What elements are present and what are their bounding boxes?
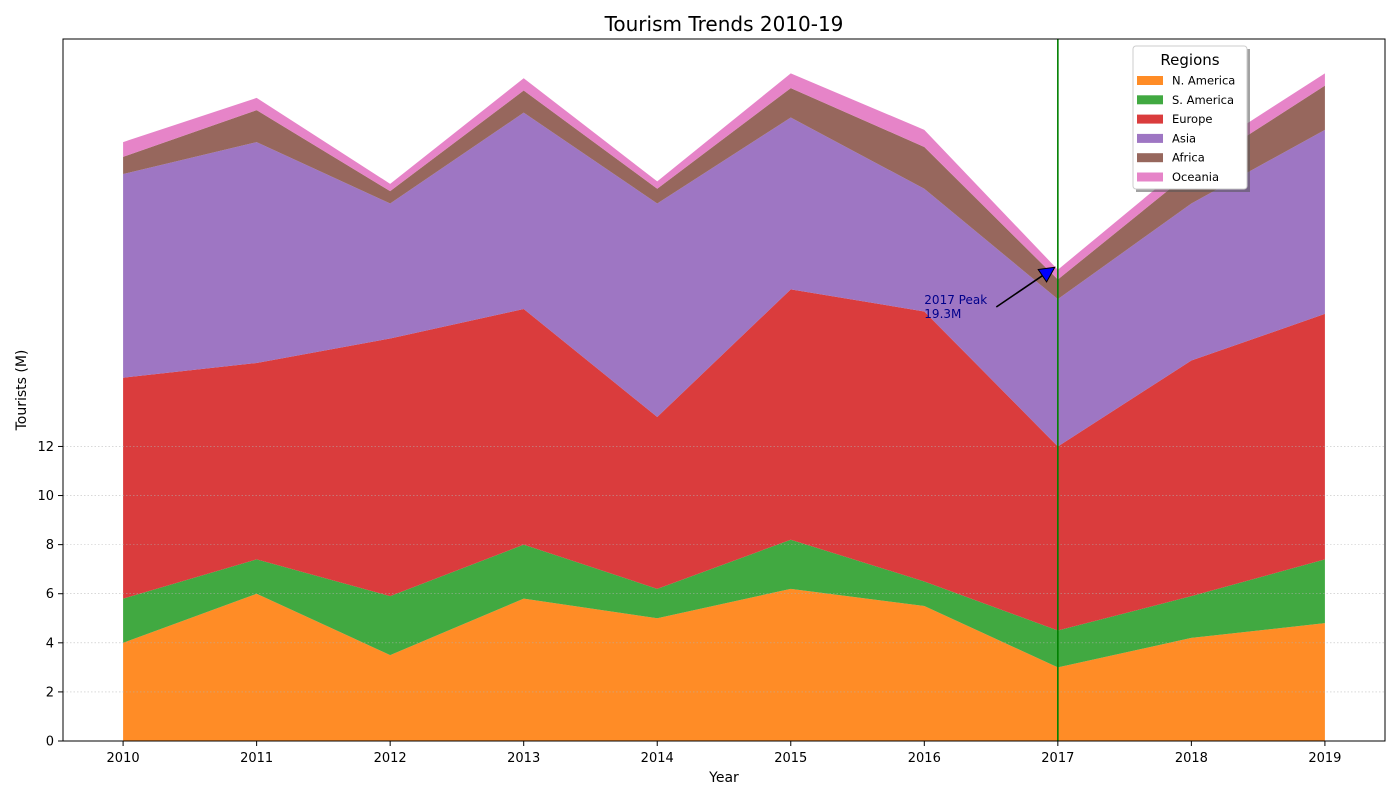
y-tick-label: 2	[46, 685, 54, 700]
y-axis: 0 2 4 6 8 10 12	[37, 440, 63, 750]
y-axis-title: Tourists (M)	[14, 350, 30, 432]
x-tick-label: 2010	[107, 751, 140, 766]
y-tick-label: 6	[46, 587, 54, 602]
area-layers	[123, 73, 1325, 741]
x-tick-label: 2018	[1175, 751, 1208, 766]
x-tick-label: 2012	[374, 751, 407, 766]
y-tick-label: 10	[37, 489, 54, 504]
y-tick-label: 0	[46, 735, 54, 750]
annotation-arrow-line	[995, 275, 1043, 308]
x-tick-label: 2019	[1308, 751, 1341, 766]
area-asia	[123, 112, 1325, 447]
y-tick-label: 4	[46, 636, 54, 651]
legend-swatch-s-america	[1137, 95, 1163, 105]
legend-label-n-america: N. America	[1172, 74, 1235, 88]
annotation-arrow-head	[1037, 266, 1056, 283]
y-tick-label: 8	[46, 538, 54, 553]
legend-swatch-oceania	[1137, 172, 1163, 182]
y-tick-label: 12	[37, 440, 54, 455]
legend: Regions N. America S. America Europe Asia Af…	[1132, 45, 1250, 192]
legend-swatch-n-america	[1137, 76, 1163, 85]
area-europe	[123, 289, 1325, 631]
annotation: 2017 Peak 19.3M	[924, 266, 1056, 321]
x-tick-label: 2011	[240, 751, 273, 766]
legend-items: N. America S. America Europe Asia Africa Ocea…	[1137, 74, 1235, 184]
area-s-america	[123, 539, 1325, 668]
plot-frame	[62, 38, 1386, 742]
x-tick-label: 2014	[641, 751, 674, 766]
x-tick-label: 2015	[774, 751, 807, 766]
annotation-text-line2: 19.3M	[924, 307, 961, 321]
legend-label-asia: Asia	[1172, 131, 1196, 145]
legend-label-europe: Europe	[1172, 112, 1212, 126]
legend-label-s-america: S. America	[1172, 93, 1234, 107]
x-axis: 2010 2011 2012 2013 2014 2015 2016 2017 2018 2019	[107, 741, 1341, 766]
legend-label-oceania: Oceania	[1172, 170, 1219, 184]
annotation-text-line1: 2017 Peak	[924, 293, 987, 307]
legend-swatch-europe	[1137, 114, 1163, 124]
area-n-america	[123, 588, 1325, 741]
x-tick-label: 2013	[507, 751, 540, 766]
legend-swatch-asia	[1137, 133, 1163, 143]
chart-title: Tourism Trends 2010-19	[604, 12, 844, 36]
x-axis-title: Year	[708, 770, 739, 786]
legend-swatch-africa	[1137, 153, 1163, 163]
annotation-text: 2017 Peak 19.3M	[924, 293, 991, 321]
legend-title: Regions	[1160, 51, 1219, 69]
x-tick-label: 2016	[908, 751, 941, 766]
x-tick-label: 2017	[1041, 751, 1074, 766]
legend-label-africa: Africa	[1172, 151, 1205, 165]
